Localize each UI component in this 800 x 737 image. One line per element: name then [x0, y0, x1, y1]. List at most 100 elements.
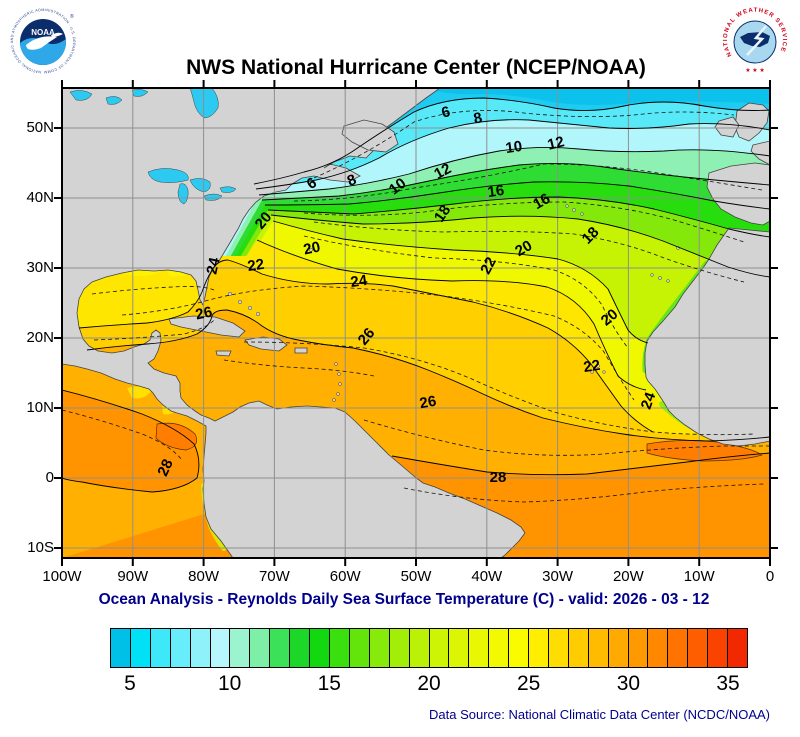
noaa-emblem [20, 19, 66, 65]
hispaniola [244, 336, 288, 352]
contour-label: 12 [431, 160, 454, 183]
noaa-logo: NATIONAL OCEANIC AND ATMOSPHERIC ADMINIS… [6, 4, 79, 77]
colorbar-cell [529, 629, 549, 667]
colorbar-cell [449, 629, 470, 667]
contour-label: 16 [486, 182, 505, 201]
africa [644, 227, 770, 447]
colorbar-tick-label: 20 [417, 672, 441, 695]
nws-logo: NATIONAL WEATHER SERVICE ★ ★ ★ [719, 5, 791, 77]
contour-label: 26 [194, 303, 214, 323]
colorbar-cell [270, 629, 291, 667]
colorbar-tick-label: 25 [517, 672, 541, 695]
colorbar-cell [489, 629, 510, 667]
lon-label: 40W [471, 568, 503, 585]
lon-label: 10W [683, 568, 715, 585]
lon-label: 80W [188, 568, 220, 585]
lat-label: 50N [26, 119, 54, 136]
lon-label: 30W [542, 568, 574, 585]
lon-label: 70W [258, 568, 290, 585]
colorbar-cell [509, 629, 530, 667]
colorbar-cell [310, 629, 330, 667]
lon-label: 0 [765, 568, 775, 585]
contour-label: 26 [418, 393, 437, 413]
colorbar-tick-label: 5 [124, 672, 136, 695]
lon-label: 90W [117, 568, 149, 585]
contour-label: 24 [203, 255, 223, 275]
contour-label: 20 [302, 238, 322, 258]
colorbar-tick-label: 35 [716, 672, 740, 695]
france [750, 140, 770, 166]
colorbar-cell [329, 629, 350, 667]
lat-label: 10N [26, 399, 54, 416]
lat-label: 20N [26, 329, 54, 346]
contour-label: 24 [349, 272, 369, 291]
colorbar-cell [588, 629, 609, 667]
lat-label: 40N [26, 189, 54, 206]
contour-label: 12 [546, 133, 566, 154]
colorbar-cell [130, 629, 151, 667]
colorbar-cell [668, 629, 689, 667]
cuba [168, 315, 246, 338]
axis-ticks [54, 80, 778, 566]
temperature-colorbar [110, 628, 748, 668]
iberia [706, 162, 770, 226]
colorbar-cell [210, 629, 231, 667]
contour-label: 20 [512, 237, 535, 260]
contour-label: 22 [582, 357, 601, 376]
noaa-reg-mark: ® [70, 13, 74, 20]
contour-label: 8 [472, 109, 484, 127]
colorbar-cell [469, 629, 490, 667]
colorbar-tick-label: 10 [217, 672, 242, 695]
lat-label: 10S [27, 539, 54, 556]
landmass [62, 88, 770, 558]
colorbar-cell [628, 629, 649, 667]
lon-label: 100W [42, 568, 82, 585]
colorbar-cell [250, 629, 271, 667]
puerto-rico [294, 347, 308, 354]
colorbar-cell [349, 629, 370, 667]
contour-label: 22 [246, 256, 265, 275]
colorbar-cell [648, 629, 669, 667]
colorbar-cell [409, 629, 430, 667]
colorbar-cell [150, 629, 171, 667]
great-lakes [69, 88, 237, 205]
small-islands [227, 204, 680, 402]
colorbar-cell [568, 629, 589, 667]
map-subtitle: Ocean Analysis - Reynolds Daily Sea Surf… [98, 591, 710, 608]
colorbar-cell [708, 629, 729, 667]
lon-label: 60W [329, 568, 361, 585]
lon-label: 20W [612, 568, 644, 585]
colorbar-cell [429, 629, 450, 667]
nws-lightning-icon [746, 25, 767, 56]
nws-us-map-icon [740, 32, 770, 47]
colorbar-cell [608, 629, 629, 667]
noaa-wordmark: NOAA [31, 28, 55, 37]
colorbar-cell [548, 629, 569, 667]
noaa-gull-icon [26, 36, 57, 50]
colorbar-tick-label: 15 [317, 672, 341, 695]
lat-label: 0 [45, 469, 54, 486]
colorbar-cell [111, 629, 131, 667]
page-title: NWS National Hurricane Center (NCEP/NOAA… [186, 56, 646, 79]
colorbar-cell [170, 629, 191, 667]
jamaica [215, 350, 232, 357]
colorbar-cell [389, 629, 410, 667]
lat-label: 30N [26, 259, 54, 276]
colorbar-cell [688, 629, 709, 667]
lon-label: 50W [400, 568, 432, 585]
intermediate-contours [62, 110, 770, 503]
colorbar-tick-label: 30 [616, 672, 641, 695]
contour-label: 10 [386, 175, 410, 199]
colorbar-cell [230, 629, 251, 667]
ireland [714, 116, 740, 138]
colorbar-cell [190, 629, 211, 667]
contour-label: 10 [504, 138, 523, 157]
nws-stars: ★ ★ ★ [745, 67, 764, 74]
contour-label: 22 [477, 254, 500, 277]
map-content [62, 88, 770, 558]
contour-label: 18 [431, 202, 454, 225]
colorbar-cell [290, 629, 311, 667]
